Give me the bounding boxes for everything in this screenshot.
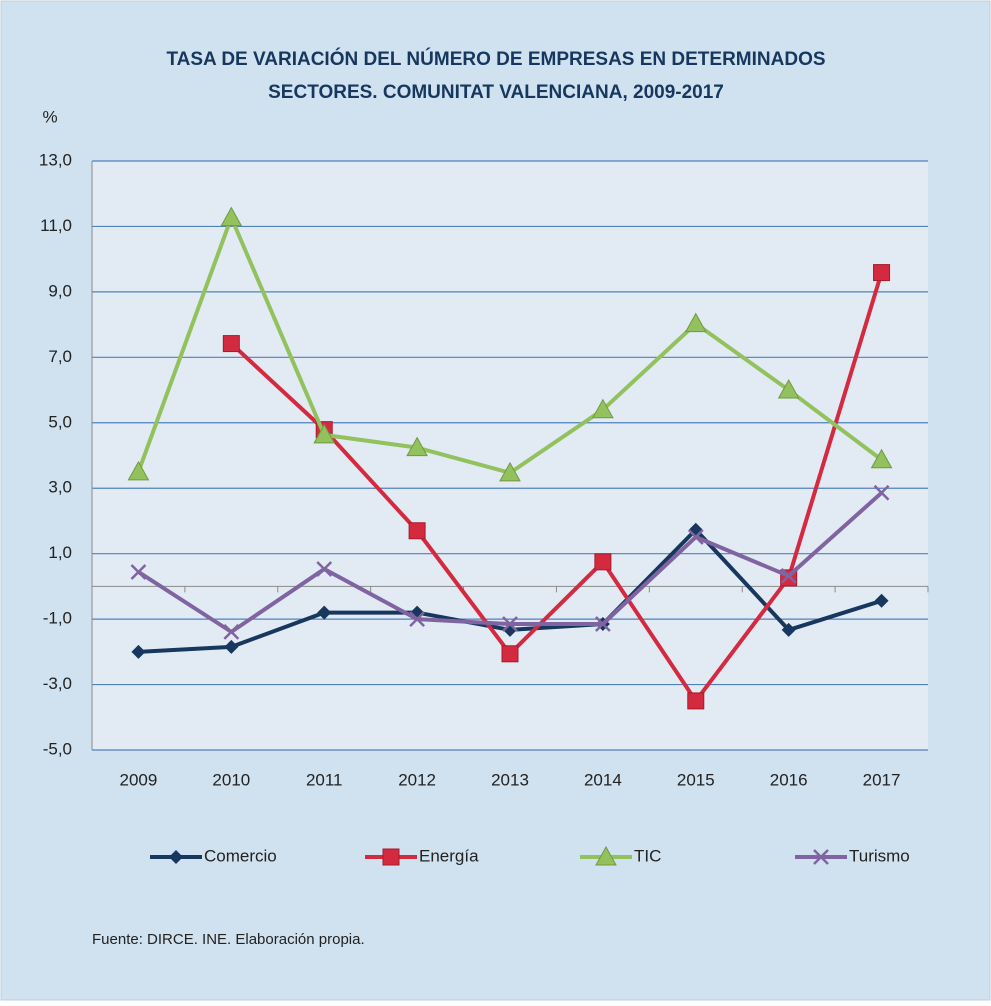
y-tick-label: -1,0	[43, 609, 72, 628]
chart-title: TASA DE VARIACIÓN DEL NÚMERO DE EMPRESAS…	[166, 48, 825, 70]
y-tick-label: 9,0	[48, 281, 72, 300]
y-tick-label: 13,0	[39, 150, 72, 169]
marker	[313, 423, 336, 444]
marker	[780, 568, 797, 584]
y-tick-label: 5,0	[48, 412, 72, 431]
marker	[224, 639, 239, 654]
x-tick-label: 2015	[677, 770, 715, 789]
marker	[592, 398, 614, 419]
marker	[870, 448, 893, 469]
marker	[874, 593, 889, 608]
marker	[502, 616, 518, 632]
y-tick-label: -3,0	[43, 674, 72, 693]
x-tick-label: 2012	[398, 770, 436, 789]
y-tick-label: 1,0	[48, 543, 72, 562]
y-tick-label: 11,0	[40, 216, 72, 235]
legend-label: Energía	[419, 846, 479, 865]
x-tick-label: 2013	[491, 770, 529, 789]
y-tick-label: -5,0	[43, 739, 72, 758]
marker	[130, 564, 147, 580]
marker	[781, 622, 796, 637]
x-tick-label: 2009	[120, 770, 158, 789]
x-tick-label: 2017	[863, 770, 901, 789]
marker	[316, 561, 333, 577]
legend-label: Turismo	[849, 846, 910, 865]
marker	[131, 644, 146, 659]
legend-label: Comercio	[204, 846, 277, 865]
x-tick-label: 2014	[584, 770, 622, 789]
marker	[873, 264, 891, 282]
marker	[408, 522, 426, 540]
series-line	[229, 272, 884, 703]
marker	[222, 335, 240, 353]
marker	[687, 529, 704, 545]
marker	[501, 645, 519, 663]
y-tick-label: 7,0	[48, 347, 72, 366]
marker	[777, 379, 800, 399]
marker	[684, 312, 707, 333]
marker	[406, 436, 428, 457]
y-axis-label: %	[42, 107, 57, 126]
legend-label: TIC	[634, 846, 661, 865]
marker	[687, 692, 705, 710]
marker	[595, 616, 611, 632]
x-tick-label: 2010	[212, 770, 250, 789]
chart-title: SECTORES. COMUNITAT VALENCIANA, 2009-201…	[268, 82, 724, 103]
marker	[409, 611, 425, 627]
marker	[813, 849, 829, 865]
marker	[499, 461, 521, 482]
marker	[595, 845, 617, 866]
marker	[382, 848, 400, 866]
marker	[220, 206, 243, 227]
marker	[127, 460, 150, 481]
source: Fuente: DIRCE. INE. Elaboración propia.	[92, 931, 365, 948]
x-tick-label: 2011	[306, 770, 343, 789]
marker	[594, 553, 612, 571]
x-tick-label: 2016	[770, 770, 808, 789]
marker	[169, 850, 183, 864]
y-tick-label: 3,0	[48, 478, 72, 497]
marker	[873, 484, 890, 501]
marker	[223, 623, 240, 640]
marker	[317, 605, 332, 620]
